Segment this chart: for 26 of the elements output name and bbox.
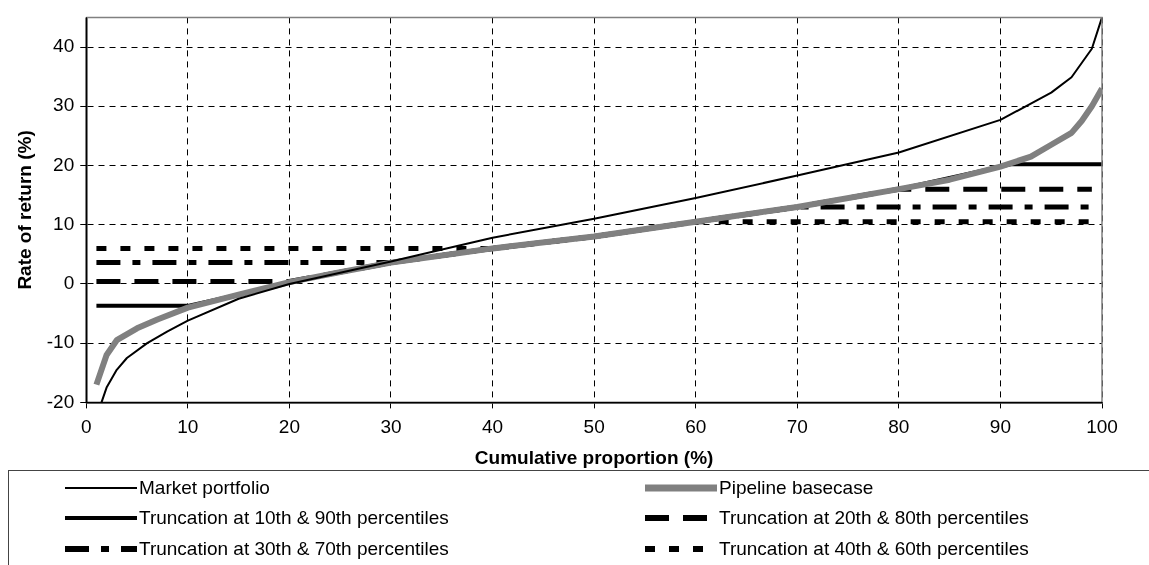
y-tick-label: -20	[46, 390, 75, 412]
x-tick-label: 40	[481, 416, 504, 438]
y-tick-label: 40	[53, 35, 75, 57]
y-tick-label: 10	[53, 212, 75, 234]
legend-label: Truncation at 10th & 90th percentiles	[139, 507, 449, 530]
legend-label: Pipeline basecase	[719, 476, 874, 499]
x-tick-label: 20	[278, 416, 300, 438]
legend-label: Market portfolio	[139, 476, 270, 499]
y-tick-label: 20	[53, 153, 75, 175]
x-tick-label: 90	[989, 416, 1011, 438]
y-tick-label: -10	[46, 331, 75, 353]
legend-label: Truncation at 30th & 70th percentiles	[139, 537, 449, 560]
x-tick-label: 10	[177, 416, 199, 438]
y-tick-label: 0	[63, 272, 75, 294]
x-tick-label: 30	[380, 416, 402, 438]
x-tick-label: 80	[888, 416, 910, 438]
x-tick-label: 0	[80, 416, 92, 438]
x-axis-title: Cumulative proportion (%)	[474, 446, 714, 468]
y-axis-title: Rate of return (%)	[13, 130, 35, 290]
legend-label: Truncation at 20th & 80th percentiles	[719, 507, 1029, 530]
y-tick-label: 30	[53, 94, 75, 116]
legend-label: Truncation at 40th & 60th percentiles	[719, 537, 1029, 560]
x-tick-label: 100	[1086, 416, 1118, 438]
x-tick-label: 50	[583, 416, 605, 438]
x-tick-label: 70	[786, 416, 808, 438]
x-tick-label: 60	[685, 416, 707, 438]
